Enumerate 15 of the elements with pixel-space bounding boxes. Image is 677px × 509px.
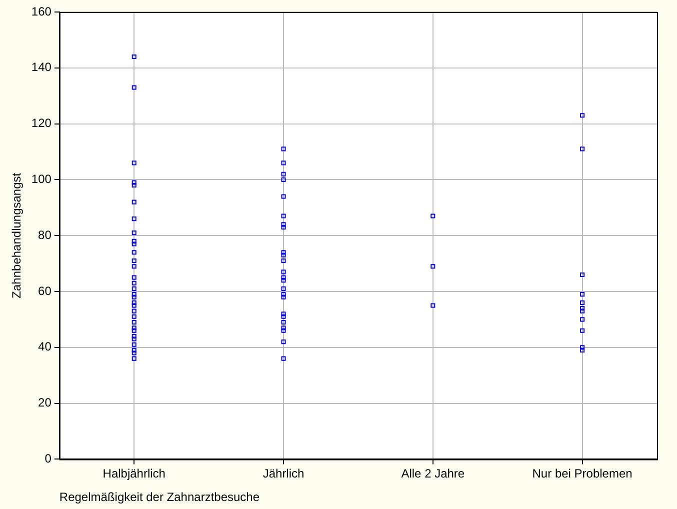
- y-tick-label: 120: [31, 116, 52, 130]
- y-axis-title: Zahnbehandlungsangst: [10, 172, 24, 298]
- y-tick-label: 20: [38, 396, 52, 410]
- x-tick-label: Jährlich: [262, 466, 304, 481]
- y-tick-label: 0: [44, 452, 52, 466]
- y-tick-label: 60: [38, 284, 52, 298]
- y-tick-label: 100: [31, 172, 52, 186]
- y-tick-label: 80: [38, 228, 52, 242]
- y-tick-label: 40: [38, 340, 52, 354]
- x-tick-label: Halbjährlich: [102, 466, 166, 481]
- x-tick-label: Alle 2 Jahre: [401, 466, 465, 481]
- y-tick-label: 140: [31, 60, 52, 74]
- x-tick-label: Nur bei Problemen: [532, 466, 632, 481]
- y-tick-label: 160: [31, 4, 52, 18]
- x-axis-title: Regelmäßigkeit der Zahnarztbesuche: [59, 490, 260, 504]
